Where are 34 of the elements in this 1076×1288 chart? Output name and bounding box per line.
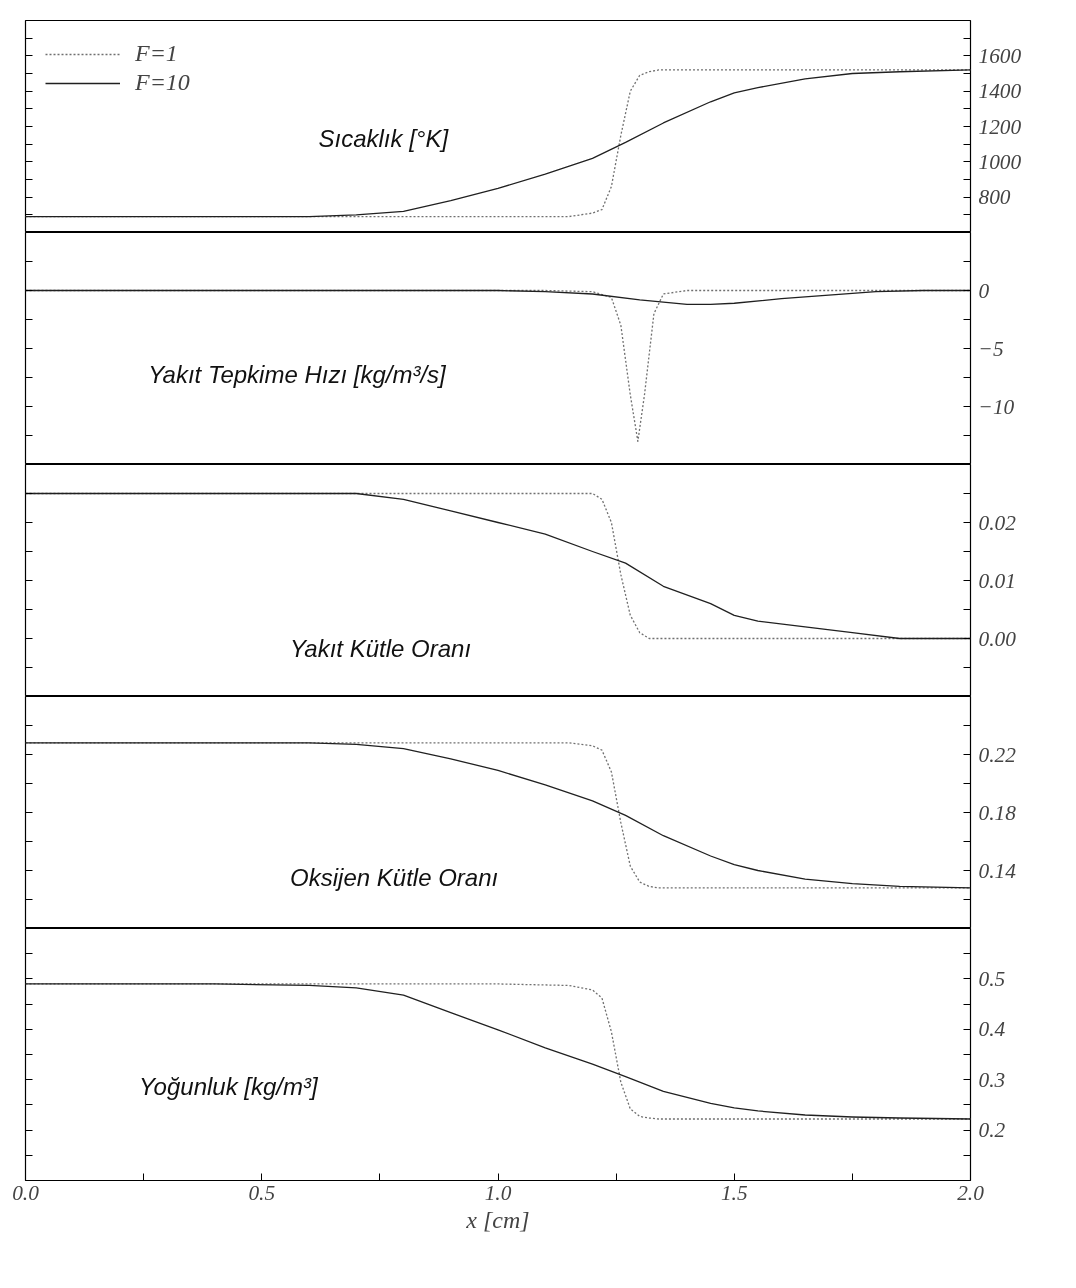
x-tick-label: 0.5 (248, 1180, 276, 1205)
y-tick-label: 800 (978, 185, 1011, 210)
y-tick-label: 0.22 (978, 742, 1017, 767)
x-tick-label: 2.0 (957, 1180, 985, 1205)
y-axis-title: Yakıt Tepkime Hızı [kg/m³/s] (148, 360, 448, 388)
y-tick-label: 0.2 (978, 1118, 1006, 1143)
y-tick-label: −5 (978, 336, 1004, 361)
legend-label: F=1 (135, 40, 178, 67)
y-tick-label: 1400 (978, 79, 1022, 104)
y-tick-label: 0 (978, 278, 990, 303)
y-axis-title: Sıcaklık [°K] (318, 124, 450, 152)
line-series (25, 742, 971, 889)
y-tick-label: 0.00 (978, 626, 1017, 651)
y-axis-title: Oksijen Kütle Oranı (290, 864, 499, 892)
y-tick-label: 0.14 (978, 858, 1017, 883)
y-tick-label: 0.3 (978, 1067, 1006, 1092)
y-axis-title: Yoğunluk [kg/m³] (138, 1072, 319, 1100)
y-tick-label: 0.02 (978, 510, 1017, 535)
y-tick-label: 0.18 (978, 800, 1017, 825)
y-tick-label: 1600 (978, 43, 1022, 68)
line-series (25, 983, 971, 1120)
y-tick-label: 0.5 (978, 966, 1006, 991)
y-tick-label: 0.4 (978, 1017, 1006, 1042)
x-tick-label: 1.0 (484, 1180, 512, 1205)
y-tick-label: 1200 (978, 114, 1022, 139)
x-tick-label: 0.0 (12, 1180, 40, 1205)
y-tick-label: 1000 (978, 149, 1022, 174)
y-tick-label: −10 (978, 394, 1015, 419)
y-axis-title: Yakıt Kütle Oranı (290, 634, 472, 662)
legend-label: F=10 (135, 69, 190, 96)
line-series (25, 69, 971, 218)
x-tick-label: 1.5 (720, 1180, 748, 1205)
x-axis-title: x [cm] (465, 1206, 530, 1233)
y-tick-label: 0.01 (978, 568, 1016, 593)
